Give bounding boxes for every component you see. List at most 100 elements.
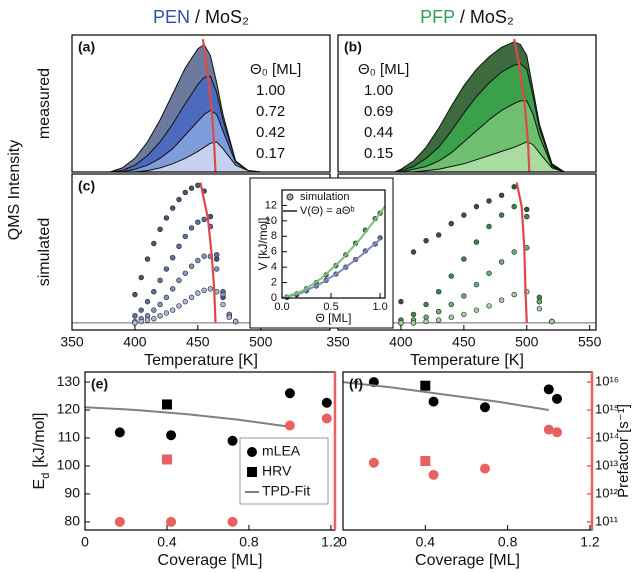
- data-point: [138, 274, 144, 281]
- fit-line: [342, 381, 549, 411]
- data-point: [138, 307, 144, 313]
- legend-entry: 0.44: [364, 124, 393, 141]
- data-point: [473, 239, 480, 245]
- y-tick-label: 6: [271, 246, 277, 258]
- x-tick-label: 0.0: [274, 301, 289, 313]
- y-tick-label: 100: [57, 457, 81, 473]
- x-tick-label: 500: [249, 334, 273, 350]
- data-point: [207, 286, 214, 292]
- y2-axis-label: Prefactor [s⁻¹]: [615, 404, 632, 498]
- data-point: [144, 298, 151, 305]
- data-point: [498, 212, 505, 218]
- x-tick-label: 450: [186, 334, 210, 350]
- x-tick-label: 350: [326, 334, 350, 350]
- peak-trace: [201, 38, 217, 173]
- panel-label: (b): [344, 39, 362, 55]
- data-point: [398, 320, 404, 326]
- data-point: [511, 249, 517, 255]
- data-point: [486, 198, 492, 204]
- data-point: [188, 263, 195, 269]
- data-point: [232, 318, 239, 325]
- legend-entry: simulation: [300, 191, 350, 203]
- panel-label: (f): [349, 376, 363, 392]
- y-tick-label: 90: [64, 485, 80, 501]
- y-tick-label: 0: [271, 292, 277, 304]
- data-point: [163, 294, 170, 301]
- figure-ylabel: QMS Intensity: [6, 140, 23, 240]
- data-point: [461, 256, 467, 262]
- plot-frame: [71, 34, 331, 173]
- data-point: [157, 226, 163, 233]
- plot-frame: [337, 34, 597, 173]
- data-point: [163, 215, 170, 221]
- x-tick-label: 0.4: [416, 534, 436, 550]
- data-point: [410, 249, 417, 255]
- data-point: [201, 287, 207, 293]
- x-tick-label: 1.0: [372, 301, 387, 313]
- data-point: [435, 232, 442, 238]
- data-point: [169, 205, 176, 211]
- y-axis-label: measured: [36, 68, 53, 139]
- panel-label: (a): [78, 39, 95, 55]
- data-point: [227, 435, 238, 446]
- x-tick-label: 450: [452, 334, 476, 350]
- data-point: [195, 290, 201, 296]
- data-point: [182, 270, 188, 276]
- peak-trace: [513, 38, 531, 173]
- data-point: [114, 516, 125, 527]
- data-point: [321, 397, 332, 408]
- data-point: [151, 289, 157, 295]
- data-point: [498, 297, 505, 303]
- data-point: [479, 402, 490, 413]
- data-point: [473, 307, 480, 313]
- data-point: [420, 456, 431, 467]
- data-point: [195, 219, 201, 225]
- data-point: [536, 298, 543, 305]
- data-point: [284, 388, 295, 399]
- x-tick-label: 400: [123, 334, 147, 350]
- data-point: [524, 213, 530, 220]
- x-axis-label: Temperature [K]: [144, 352, 258, 369]
- data-point: [182, 189, 188, 196]
- x-tick-label: 350: [60, 334, 84, 350]
- data-point: [157, 277, 163, 284]
- data-point: [420, 380, 431, 391]
- peak-trace: [199, 182, 217, 323]
- title-material: PFP: [420, 7, 455, 27]
- data-point: [163, 310, 170, 316]
- data-point: [169, 286, 176, 292]
- data-point: [435, 289, 442, 295]
- data-point: [536, 306, 543, 312]
- y-label-symbol: E: [31, 479, 48, 490]
- x-tick-label: 0.8: [239, 534, 259, 550]
- x-axis-label: Temperature [K]: [410, 352, 524, 369]
- data-point: [144, 256, 151, 262]
- fit-line: [84, 406, 291, 428]
- data-point: [169, 307, 176, 313]
- x-tick-label: 400: [389, 334, 413, 350]
- data-point: [226, 314, 233, 320]
- y-tick-label: 2: [271, 276, 277, 288]
- legend-entry: 1.00: [364, 82, 393, 99]
- data-point: [144, 317, 151, 323]
- data-point: [182, 233, 188, 240]
- data-point: [410, 311, 417, 318]
- data-point: [511, 184, 517, 190]
- data-point: [157, 301, 163, 308]
- spectrum-area: [109, 141, 261, 173]
- data-point: [132, 313, 138, 319]
- data-point: [552, 393, 563, 404]
- y2-tick-label: 10¹⁶: [595, 374, 619, 389]
- panel-label: (c): [78, 178, 95, 194]
- x-tick-label: 1.2: [321, 534, 341, 550]
- data-point: [461, 293, 467, 299]
- data-point: [435, 308, 442, 315]
- data-point: [368, 457, 379, 468]
- data-point: [176, 196, 182, 203]
- data-point: [479, 463, 490, 474]
- y-axis-label: V [kJ/mol]: [256, 218, 270, 271]
- legend-entry: 0.42: [256, 124, 285, 141]
- data-point: [220, 291, 226, 298]
- x-tick-label: 0.8: [498, 534, 518, 550]
- data-point: [448, 301, 454, 308]
